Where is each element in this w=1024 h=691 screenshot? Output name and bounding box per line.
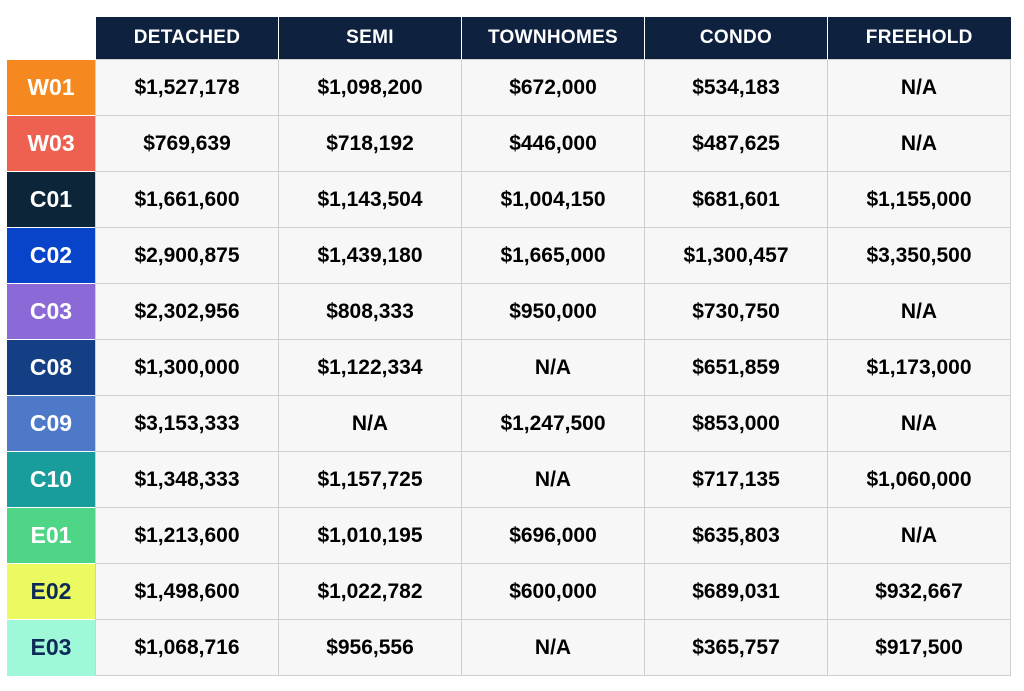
table-row: C01 $1,661,600 $1,143,504 $1,004,150 $681,60… bbox=[7, 171, 1011, 228]
cell-e03-condo: $365,757 bbox=[644, 619, 828, 676]
cell-e01-semi: $1,010,195 bbox=[278, 507, 462, 564]
cell-c01-condo: $681,601 bbox=[644, 171, 828, 228]
table-row: C10 $1,348,333 $1,157,725 N/A $717,135 $1,060… bbox=[7, 451, 1011, 508]
price-table: DETACHED SEMI TOWNHOMES CONDO FREEHOLD W01 $1… bbox=[7, 17, 1011, 676]
row-label-c09: C09 bbox=[7, 395, 96, 452]
cell-e01-freehold: N/A bbox=[827, 507, 1011, 564]
cell-c08-townhomes: N/A bbox=[461, 339, 645, 396]
header-row: DETACHED SEMI TOWNHOMES CONDO FREEHOLD bbox=[7, 17, 1011, 60]
cell-c09-freehold: N/A bbox=[827, 395, 1011, 452]
cell-c08-semi: $1,122,334 bbox=[278, 339, 462, 396]
cell-c10-detached: $1,348,333 bbox=[95, 451, 279, 508]
cell-e02-condo: $689,031 bbox=[644, 563, 828, 620]
table-row: C03 $2,302,956 $808,333 $950,000 $730,750 N/A bbox=[7, 283, 1011, 340]
cell-c02-freehold: $3,350,500 bbox=[827, 227, 1011, 284]
cell-c09-detached: $3,153,333 bbox=[95, 395, 279, 452]
table-title-partial bbox=[0, 0, 1024, 4]
table-row: E02 $1,498,600 $1,022,782 $600,000 $689,031 $… bbox=[7, 563, 1011, 620]
cell-w01-freehold: N/A bbox=[827, 59, 1011, 116]
row-label-c08: C08 bbox=[7, 339, 96, 396]
cell-c01-detached: $1,661,600 bbox=[95, 171, 279, 228]
row-label-c10: C10 bbox=[7, 451, 96, 508]
cell-c03-detached: $2,302,956 bbox=[95, 283, 279, 340]
cell-e03-semi: $956,556 bbox=[278, 619, 462, 676]
row-label-c01: C01 bbox=[7, 171, 96, 228]
cell-c08-freehold: $1,173,000 bbox=[827, 339, 1011, 396]
cell-c10-semi: $1,157,725 bbox=[278, 451, 462, 508]
cell-w03-townhomes: $446,000 bbox=[461, 115, 645, 172]
cell-c08-condo: $651,859 bbox=[644, 339, 828, 396]
cell-w03-detached: $769,639 bbox=[95, 115, 279, 172]
cell-c01-townhomes: $1,004,150 bbox=[461, 171, 645, 228]
row-label-w01: W01 bbox=[7, 59, 96, 116]
cell-e02-freehold: $932,667 bbox=[827, 563, 1011, 620]
column-header-freehold: FREEHOLD bbox=[827, 17, 1011, 60]
column-header-detached: DETACHED bbox=[95, 17, 279, 60]
cell-w01-condo: $534,183 bbox=[644, 59, 828, 116]
cell-c02-detached: $2,900,875 bbox=[95, 227, 279, 284]
cell-e03-freehold: $917,500 bbox=[827, 619, 1011, 676]
table-row: C02 $2,900,875 $1,439,180 $1,665,000 $1,300,… bbox=[7, 227, 1011, 284]
column-header-condo: CONDO bbox=[644, 17, 828, 60]
cell-w01-detached: $1,527,178 bbox=[95, 59, 279, 116]
cell-e02-semi: $1,022,782 bbox=[278, 563, 462, 620]
column-header-townhomes: TOWNHOMES bbox=[461, 17, 645, 60]
cell-c10-condo: $717,135 bbox=[644, 451, 828, 508]
cell-c10-townhomes: N/A bbox=[461, 451, 645, 508]
cell-c09-semi: N/A bbox=[278, 395, 462, 452]
cell-c01-freehold: $1,155,000 bbox=[827, 171, 1011, 228]
table-row: C09 $3,153,333 N/A $1,247,500 $853,000 N/A bbox=[7, 395, 1011, 452]
cell-c03-townhomes: $950,000 bbox=[461, 283, 645, 340]
cell-c09-townhomes: $1,247,500 bbox=[461, 395, 645, 452]
table-row: E03 $1,068,716 $956,556 N/A $365,757 $917,500 bbox=[7, 619, 1011, 676]
cell-c10-freehold: $1,060,000 bbox=[827, 451, 1011, 508]
cell-c01-semi: $1,143,504 bbox=[278, 171, 462, 228]
table-row: W03 $769,639 $718,192 $446,000 $487,625 N/A bbox=[7, 115, 1011, 172]
cell-c02-semi: $1,439,180 bbox=[278, 227, 462, 284]
cell-c03-condo: $730,750 bbox=[644, 283, 828, 340]
cell-c02-condo: $1,300,457 bbox=[644, 227, 828, 284]
cell-e01-detached: $1,213,600 bbox=[95, 507, 279, 564]
cell-e02-townhomes: $600,000 bbox=[461, 563, 645, 620]
cell-c03-freehold: N/A bbox=[827, 283, 1011, 340]
cell-w03-freehold: N/A bbox=[827, 115, 1011, 172]
row-label-c03: C03 bbox=[7, 283, 96, 340]
row-label-e02: E02 bbox=[7, 563, 96, 620]
cell-c03-semi: $808,333 bbox=[278, 283, 462, 340]
table-row: E01 $1,213,600 $1,010,195 $696,000 $635,803 N… bbox=[7, 507, 1011, 564]
cell-e03-detached: $1,068,716 bbox=[95, 619, 279, 676]
cell-w03-semi: $718,192 bbox=[278, 115, 462, 172]
cell-c08-detached: $1,300,000 bbox=[95, 339, 279, 396]
cell-e01-condo: $635,803 bbox=[644, 507, 828, 564]
table-row: C08 $1,300,000 $1,122,334 N/A $651,859 $1,173… bbox=[7, 339, 1011, 396]
table-body: W01 $1,527,178 $1,098,200 $672,000 $534,183 N… bbox=[7, 59, 1011, 676]
row-label-c02: C02 bbox=[7, 227, 96, 284]
table-row: W01 $1,527,178 $1,098,200 $672,000 $534,183 N… bbox=[7, 59, 1011, 116]
corner-cell bbox=[7, 17, 96, 60]
cell-c02-townhomes: $1,665,000 bbox=[461, 227, 645, 284]
cell-w01-townhomes: $672,000 bbox=[461, 59, 645, 116]
cell-w03-condo: $487,625 bbox=[644, 115, 828, 172]
cell-e01-townhomes: $696,000 bbox=[461, 507, 645, 564]
cell-w01-semi: $1,098,200 bbox=[278, 59, 462, 116]
row-label-e01: E01 bbox=[7, 507, 96, 564]
cell-c09-condo: $853,000 bbox=[644, 395, 828, 452]
row-label-e03: E03 bbox=[7, 619, 96, 676]
cell-e03-townhomes: N/A bbox=[461, 619, 645, 676]
cell-e02-detached: $1,498,600 bbox=[95, 563, 279, 620]
row-label-w03: W03 bbox=[7, 115, 96, 172]
column-header-semi: SEMI bbox=[278, 17, 462, 60]
